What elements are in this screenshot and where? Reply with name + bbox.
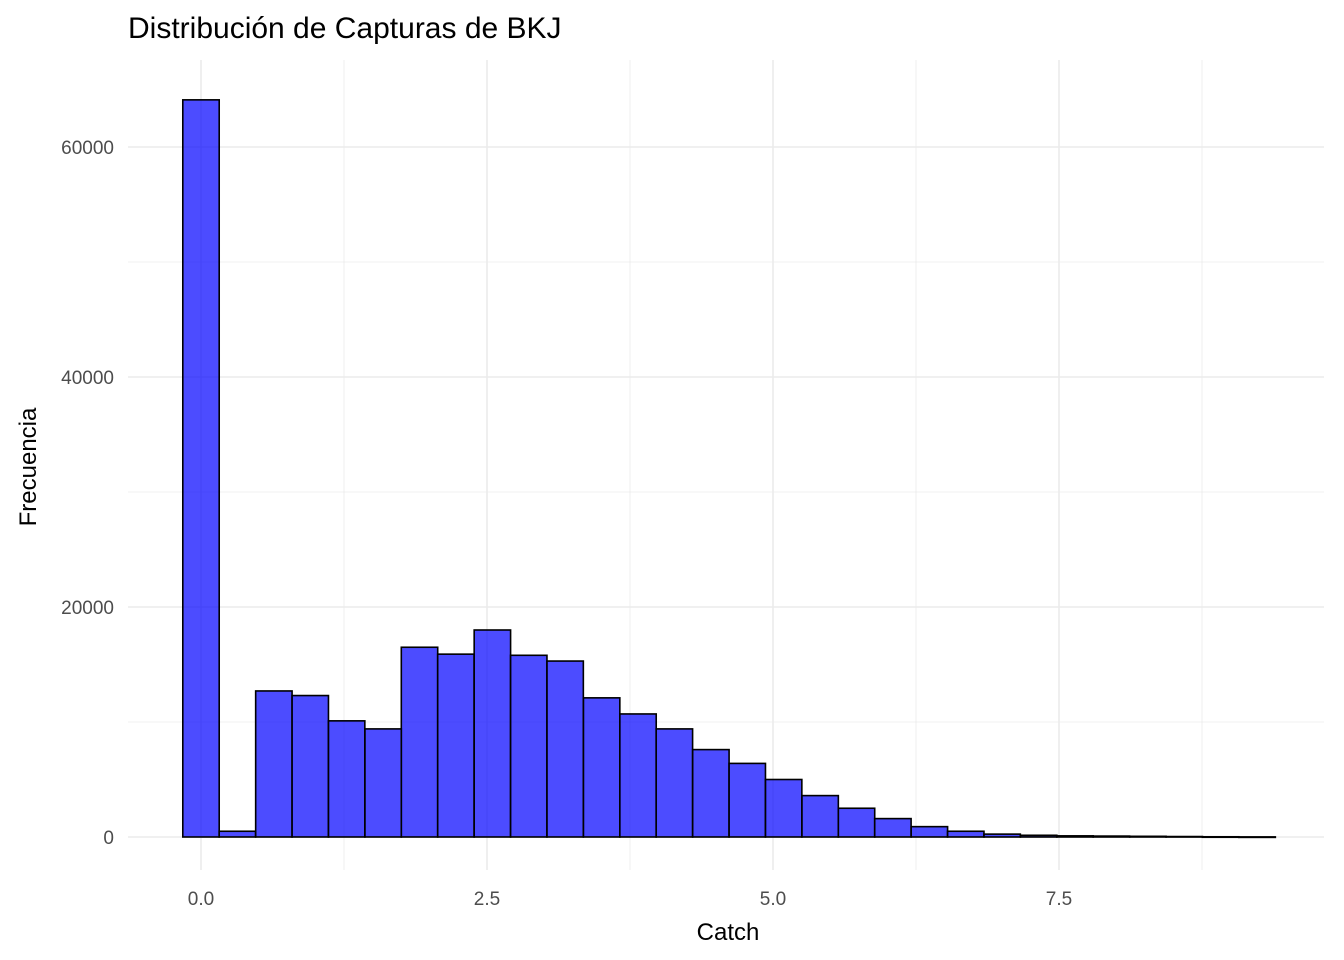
histogram-bar [983,833,1022,838]
histogram-bar [1128,835,1167,838]
histogram-bar [1092,835,1131,838]
histogram-bar [837,807,876,838]
histogram-bar [910,825,949,838]
y-tick-label: 60000 [61,138,114,159]
x-tick-label: 0.0 [188,889,214,910]
histogram-bar [436,653,475,838]
histogram-bar [728,762,767,838]
histogram-bar [1201,835,1240,839]
histogram-bar [509,654,548,838]
histogram-bar [546,660,585,838]
histogram-bar [218,830,257,838]
bars [181,99,1277,839]
tick-labels: 0.0 2.5 5.0 7.5 0 20000 40000 60000 [61,138,1072,910]
histogram-bar [364,728,403,838]
chart-title: Distribución de Capturas de BKJ [128,12,562,45]
histogram-bar [582,697,621,838]
histogram-bar [400,646,439,838]
histogram-bar [1238,836,1277,839]
histogram-bar [764,778,803,838]
y-tick-label: 40000 [61,368,114,389]
histogram-bar [327,720,366,838]
histogram-bar [691,748,730,838]
histogram-bar [181,99,221,838]
histogram-bar [801,794,840,838]
x-axis-label: Catch [697,919,760,946]
histogram-bar [946,830,985,838]
histogram-bar [655,728,694,838]
histogram-bar [1019,834,1058,838]
x-tick-label: 2.5 [474,889,500,910]
y-tick-label: 20000 [61,598,114,619]
histogram-bar [873,817,912,838]
histogram-bar [619,713,658,838]
histogram-bar [1056,835,1095,838]
x-tick-label: 7.5 [1046,889,1072,910]
histogram-bar [1165,835,1204,838]
histogram-bar [473,629,512,838]
histogram-bar [291,694,330,838]
y-axis-label: Frecuencia [15,407,42,526]
histogram-bar [254,690,293,838]
x-tick-label: 5.0 [760,889,786,910]
y-tick-label: 0 [103,828,114,849]
